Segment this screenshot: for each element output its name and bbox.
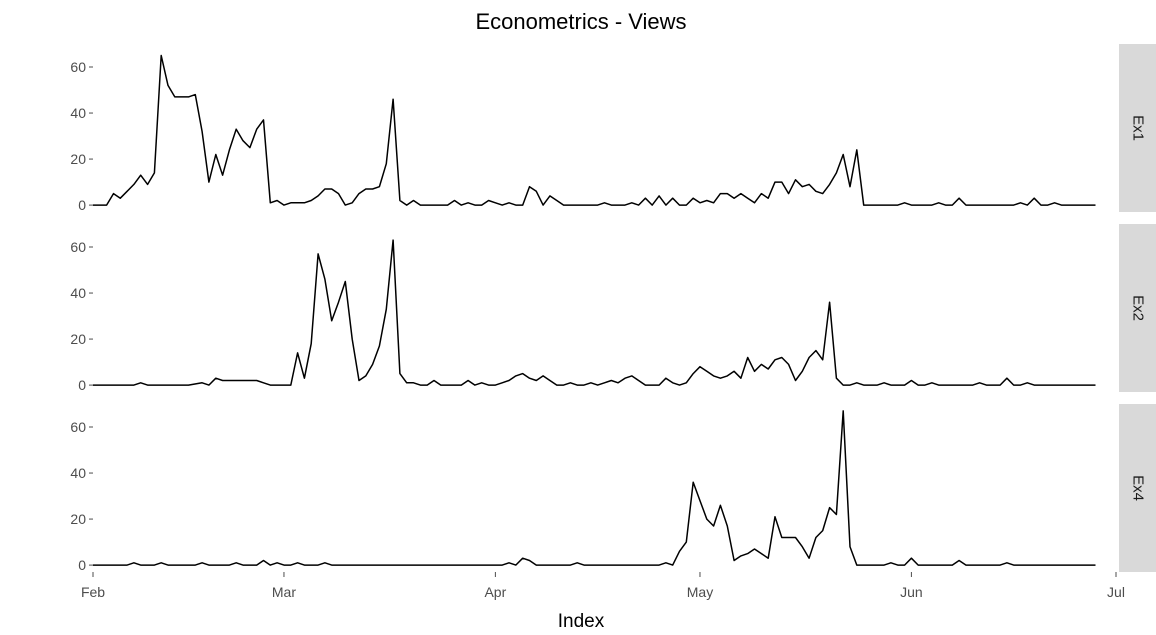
facet-panels: 0 20 40 60 Ex1 0 20 40 60 Ex2 0 20 40 60 Ex4 [70, 44, 1156, 573]
y-tick-label: 40 [70, 105, 86, 121]
y-tick-label: 0 [78, 377, 86, 393]
x-tick-label: Jul [1107, 584, 1125, 600]
x-tick-label: Apr [484, 584, 506, 600]
y-tick-label: 60 [70, 419, 86, 435]
x-axis-label: Index [558, 611, 605, 632]
y-tick-label: 60 [70, 59, 86, 75]
y-tick-label: 40 [70, 285, 86, 301]
facet-strip [1119, 44, 1156, 212]
x-tick-label: Jun [900, 584, 923, 600]
x-tick-label: Mar [272, 584, 296, 600]
facet-strip [1119, 404, 1156, 572]
facet-strip [1119, 224, 1156, 392]
chart-title: Econometrics - Views [475, 9, 686, 34]
x-axis: Feb Mar Apr May Jun Jul [81, 572, 1125, 600]
x-tick-label: Feb [81, 584, 105, 600]
facet-panel-ex2: 0 20 40 60 Ex2 [70, 224, 1156, 393]
y-tick-label: 20 [70, 511, 86, 527]
facet-strip-label: Ex4 [1130, 475, 1147, 501]
y-tick-label: 40 [70, 465, 86, 481]
series-line-ex2 [93, 239, 1096, 386]
series-line-ex4 [93, 410, 1096, 566]
facet-panel-ex1: 0 20 40 60 Ex1 [70, 44, 1156, 213]
y-tick-label: 20 [70, 331, 86, 347]
series-line-ex1 [93, 54, 1096, 206]
facet-panel-ex4: 0 20 40 60 Ex4 [70, 404, 1156, 573]
y-tick-label: 0 [78, 197, 86, 213]
facet-strip-label: Ex1 [1130, 115, 1147, 141]
x-tick-label: May [687, 584, 713, 600]
y-tick-label: 0 [78, 557, 86, 573]
facet-strip-label: Ex2 [1130, 295, 1147, 321]
y-tick-label: 20 [70, 151, 86, 167]
y-tick-label: 60 [70, 239, 86, 255]
